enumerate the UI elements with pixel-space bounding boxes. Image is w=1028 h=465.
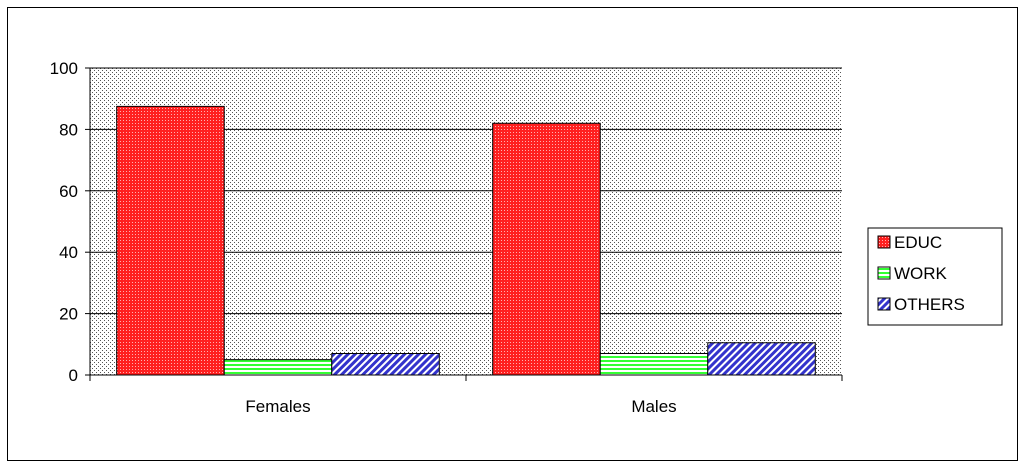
bars [116,105,816,376]
x-category-label: Males [631,397,676,416]
x-category-label: Females [245,397,310,416]
legend-swatch-others [877,297,891,311]
legend-item-others: OTHERS [877,295,965,314]
legend-label-educ: EDUC [894,233,942,252]
bar-educ-males [492,122,601,376]
legend-item-educ: EDUC [877,233,942,252]
bar-work-males [599,353,709,376]
bar-others-males [707,342,816,376]
bar-work-females [223,359,333,376]
legend: EDUC WORK OTHERS [867,227,1003,326]
bar-educ-females [116,105,225,376]
y-tick-label: 100 [50,59,78,78]
x-axis: Females Males [89,374,843,416]
y-tick-label: 40 [59,243,78,262]
y-tick-label: 20 [59,305,78,324]
y-axis: 0 20 40 60 80 100 [50,59,91,385]
y-tick-label: 80 [59,120,78,139]
y-tick-label: 0 [69,366,78,385]
bar-others-females [331,353,440,376]
legend-label-work: WORK [894,264,948,283]
y-tick-label: 60 [59,182,78,201]
legend-swatch-educ [877,235,891,249]
legend-swatch-work [877,266,891,280]
legend-item-work: WORK [877,264,948,283]
legend-label-others: OTHERS [894,295,965,314]
